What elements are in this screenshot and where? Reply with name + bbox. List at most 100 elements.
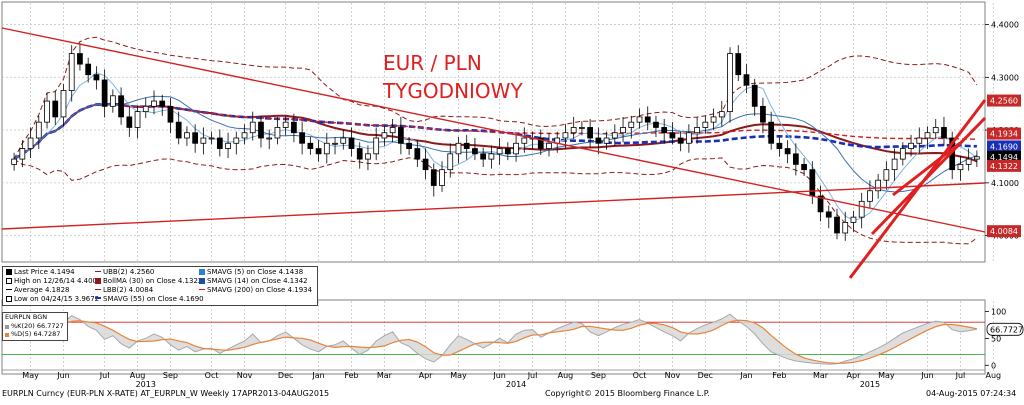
candle-body xyxy=(513,142,519,155)
legend-sma14-label: SMAVG (14) on Close xyxy=(207,277,281,285)
candle-body xyxy=(323,142,330,155)
osc-tick-label: 100 xyxy=(991,307,1006,316)
x-month-label: Jul xyxy=(955,371,966,380)
candle-body xyxy=(537,137,544,149)
candle-body xyxy=(677,137,684,144)
price-tick-label: 4.4000 xyxy=(991,21,1019,30)
candle-body xyxy=(365,153,371,160)
candle-body xyxy=(924,132,931,139)
x-month-label: Jun xyxy=(920,371,934,380)
sma200-line xyxy=(13,103,977,160)
candle-body xyxy=(562,132,569,139)
candle-body xyxy=(825,211,832,218)
candle-body xyxy=(628,121,635,128)
legend-bollma-label: BollMA (30) on Close xyxy=(103,277,176,285)
candle-body xyxy=(422,158,429,171)
candle-body xyxy=(19,148,26,160)
candle-body xyxy=(974,156,980,160)
legend-lbb-label: LBB(2) xyxy=(103,286,127,294)
candle-body xyxy=(208,137,215,140)
legend-low: Low on 04/24/15 3.9672 xyxy=(6,295,101,304)
legend-sma5-value: 4.1438 xyxy=(278,268,304,276)
candle-body xyxy=(430,169,437,186)
chart-subtitle: TYGODNIOWY xyxy=(382,79,523,103)
candle-body xyxy=(282,121,289,128)
candle-body xyxy=(332,142,338,145)
legend-sma200-label: SMAVG (200) on Close xyxy=(207,286,286,294)
candle-body xyxy=(109,95,116,107)
candle-body xyxy=(101,79,108,107)
source-text: EURPLN Curncy (EUR-PLN X-RATE) AT_EURPLN… xyxy=(2,389,330,398)
stochastic-d-line xyxy=(13,319,978,365)
candle-body xyxy=(488,153,495,160)
x-month-label: May xyxy=(878,371,895,380)
price-value-text: 4.1934 xyxy=(990,130,1018,139)
price-value-text: 4.0084 xyxy=(990,227,1018,236)
price-value-text: 4.2560 xyxy=(990,97,1018,106)
candle-body xyxy=(883,169,890,181)
candle-body xyxy=(142,105,149,113)
candlesticks xyxy=(11,43,980,241)
osc-d-row: %D(5) 64.7287 xyxy=(5,330,67,339)
candle-body xyxy=(603,137,610,144)
candle-body xyxy=(241,132,248,139)
legend-lbb-value: 4.0084 xyxy=(128,286,154,294)
candle-body xyxy=(291,121,297,134)
candle-body xyxy=(891,158,898,171)
x-month-label: Nov xyxy=(237,371,253,380)
candle-body xyxy=(85,63,92,76)
candle-body xyxy=(184,132,190,139)
legend-sma14: SMAVG (14) on Close 4.1342 xyxy=(199,277,312,286)
candle-body xyxy=(899,148,906,160)
x-month-label: Jan xyxy=(311,371,324,380)
candle-body xyxy=(52,100,59,118)
candle-body xyxy=(389,127,396,134)
candle-body xyxy=(216,137,223,149)
candle-body xyxy=(595,137,602,144)
candle-body xyxy=(718,111,725,118)
candle-body xyxy=(463,142,470,149)
candle-body xyxy=(611,132,618,139)
legend-col-3: SMAVG (5) on Close 4.1438 SMAVG (14) on … xyxy=(199,268,312,295)
x-month-label: Feb xyxy=(344,371,358,380)
copyright-text: Copyright© 2015 Bloomberg Finance L.P. xyxy=(545,389,710,398)
candle-body xyxy=(653,121,659,128)
legend-sma55-label: SMAVG (55) on Close xyxy=(103,295,177,303)
x-month-label: Jul xyxy=(99,371,110,380)
candle-body xyxy=(233,137,240,144)
candle-body xyxy=(570,127,577,134)
candle-body xyxy=(661,127,668,134)
candle-body xyxy=(175,121,182,139)
candle-body xyxy=(941,127,947,139)
candle-body xyxy=(669,132,676,139)
candle-body xyxy=(480,153,487,160)
candle-body xyxy=(521,137,528,144)
candle-body xyxy=(159,100,166,107)
trendline-ascending-support xyxy=(1,182,986,230)
legend-last-price-value: 4.1494 xyxy=(50,268,75,276)
candle-body xyxy=(439,169,445,186)
candle-body xyxy=(702,121,709,128)
candle-body xyxy=(200,137,207,144)
x-month-label: Apr xyxy=(847,371,862,380)
candle-body xyxy=(315,148,322,155)
candle-body xyxy=(809,169,816,197)
candle-body xyxy=(77,53,83,65)
price-value-text: 4.1690 xyxy=(990,142,1018,151)
candle-body xyxy=(192,132,199,144)
legend-last-price: Last Price 4.1494 xyxy=(6,268,101,277)
legend-ubb-label: UBB(2) xyxy=(103,268,128,276)
candle-body xyxy=(348,137,355,149)
legend-sma5-label: SMAVG (5) on Close xyxy=(207,268,277,276)
oscillator-axis: 0 50 100 xyxy=(985,307,1006,370)
x-month-label: Mar xyxy=(377,371,393,380)
stochastic-k-line xyxy=(13,313,977,365)
legend-last-price-label: Last Price xyxy=(14,268,48,276)
trendline-descending xyxy=(1,27,986,233)
x-month-label: Dec xyxy=(698,371,713,380)
candle-body xyxy=(620,127,626,134)
candle-body xyxy=(858,200,865,218)
